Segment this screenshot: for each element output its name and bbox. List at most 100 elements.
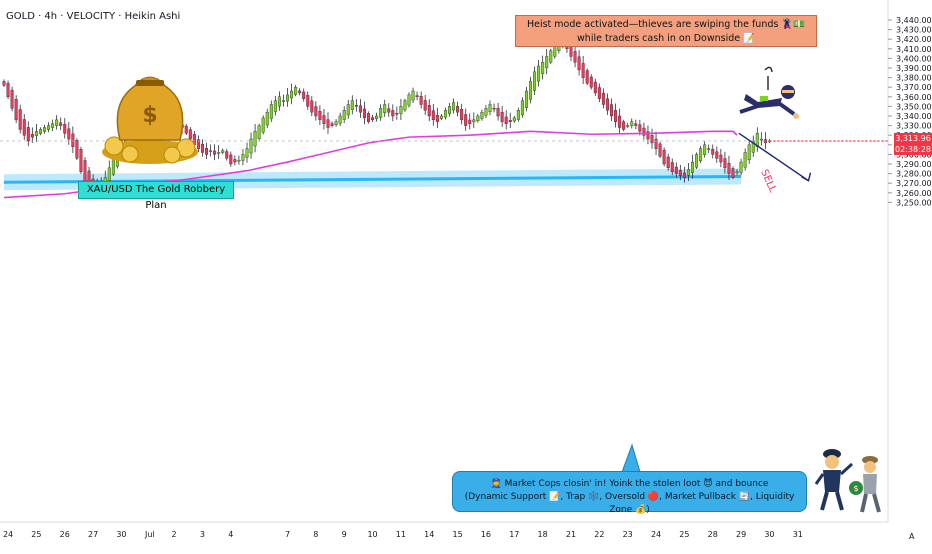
y-tick-label: 3,380.00	[896, 74, 932, 83]
candle-body	[435, 115, 439, 122]
candle-body	[630, 121, 634, 126]
y-tick-label: 3,430.00	[896, 26, 932, 35]
x-tick-label: 30	[116, 530, 126, 539]
candle-body	[229, 154, 233, 165]
candle-body	[395, 113, 399, 115]
candle-body	[614, 110, 618, 122]
candle-body	[516, 110, 520, 120]
police-icon	[814, 449, 854, 511]
current-price-tag: 3,313.96 02:38:28	[894, 132, 932, 155]
candle-body	[375, 115, 379, 119]
y-tick-label: 3,410.00	[896, 45, 932, 54]
candle-body	[55, 119, 59, 126]
candle-body	[476, 115, 480, 122]
candle-body	[500, 111, 504, 122]
auto-scale-button[interactable]: A	[909, 532, 915, 541]
candle-body	[549, 50, 553, 63]
candle-body	[47, 125, 51, 130]
candle-body	[589, 76, 593, 88]
y-tick-label: 3,280.00	[896, 170, 932, 179]
candle-body	[411, 90, 415, 101]
candle-body	[2, 81, 6, 86]
candle-body	[759, 138, 763, 141]
candle-body	[75, 140, 79, 159]
svg-text:$: $	[853, 484, 858, 493]
candle-body	[581, 63, 585, 78]
candle-body	[233, 159, 237, 163]
candle-body	[237, 159, 241, 162]
candle-body	[221, 150, 225, 153]
x-tick-label: 18	[538, 530, 548, 539]
candle-body	[577, 56, 581, 71]
x-tick-label: 2	[172, 530, 177, 539]
candle-body	[419, 95, 423, 105]
thief-icon	[739, 66, 799, 119]
candle-body	[541, 62, 545, 74]
candle-body	[346, 104, 350, 116]
candle-body	[253, 131, 257, 147]
x-tick-label: 10	[367, 530, 377, 539]
x-tick-label: 22	[594, 530, 604, 539]
x-tick-label: 17	[509, 530, 519, 539]
candle-body	[634, 123, 638, 126]
y-tick-label: 3,360.00	[896, 93, 932, 102]
x-tick-label: 21	[566, 530, 576, 539]
candle-body	[200, 143, 204, 153]
candle-body	[245, 148, 249, 158]
robber-icon: $	[849, 456, 881, 513]
candle-body	[654, 138, 658, 149]
x-tick-label: 3	[200, 530, 205, 539]
candle-body	[241, 154, 245, 161]
candle-body	[715, 151, 719, 159]
candle-body	[452, 102, 456, 111]
candle-body	[755, 133, 759, 147]
y-tick-label: 3,340.00	[896, 112, 932, 121]
cops-line-1: 👮 Market Cops closin' in! Yoink the stol…	[490, 479, 769, 489]
candle-body	[265, 111, 269, 126]
candle-body	[318, 111, 322, 121]
candle-body	[196, 139, 200, 149]
candle-body	[545, 56, 549, 69]
candle-body	[338, 115, 342, 124]
x-tick-label: 14	[424, 530, 434, 539]
bar-countdown: 02:38:28	[895, 144, 931, 154]
candle-body	[204, 148, 208, 155]
y-tick-label: 3,270.00	[896, 179, 932, 188]
candle-body	[403, 100, 407, 111]
candle-body	[67, 128, 71, 140]
y-tick-label: 3,390.00	[896, 64, 932, 73]
candle-body	[407, 94, 411, 106]
y-tick-label: 3,290.00	[896, 160, 932, 169]
candle-body	[30, 133, 34, 138]
candle-body	[573, 51, 577, 63]
candle-body	[217, 152, 221, 154]
x-tick-label: 23	[623, 530, 633, 539]
candle-body	[666, 156, 670, 169]
candle-body	[638, 124, 642, 132]
candle-body	[59, 122, 63, 126]
candle-body	[703, 144, 707, 155]
chart-header-title: GOLD · 4h · VELOCITY · Heikin Ashi	[6, 11, 181, 22]
candle-body	[261, 117, 265, 133]
candle-body	[691, 161, 695, 173]
candle-body	[731, 168, 735, 178]
y-tick-label: 3,350.00	[896, 102, 932, 111]
candle-body	[63, 123, 67, 134]
x-tick-label: 9	[342, 530, 347, 539]
candle-body	[371, 117, 375, 121]
current-price-value: 3,313.96	[895, 133, 931, 143]
candle-body	[38, 129, 42, 134]
candle-body	[472, 119, 476, 123]
candle-body	[646, 131, 650, 140]
candle-body	[707, 148, 711, 150]
y-tick-label: 3,400.00	[896, 54, 932, 63]
candle-body	[322, 115, 326, 124]
y-tick-label: 3,370.00	[896, 83, 932, 92]
x-tick-label: 11	[396, 530, 406, 539]
candle-body	[350, 100, 354, 110]
candle-body	[496, 108, 500, 117]
candle-body	[26, 127, 30, 142]
candle-body	[719, 154, 723, 163]
x-tick-label: 16	[481, 530, 491, 539]
